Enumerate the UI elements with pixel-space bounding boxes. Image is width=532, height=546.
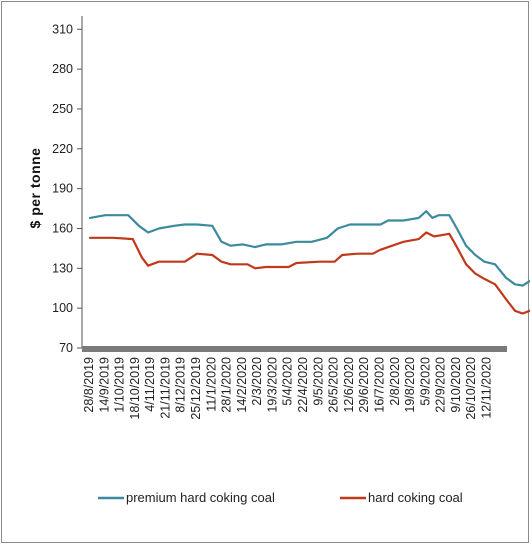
x-tick-label: 8/12/2019 [174, 357, 188, 413]
y-tick-label: 250 [52, 102, 73, 116]
x-tick-label: 19/3/2020 [265, 357, 279, 413]
x-tick-label: 25/12/2019 [189, 357, 203, 420]
y-axis-label: $ per tonne [27, 148, 43, 229]
x-tick-label: 2/8/2020 [388, 357, 402, 406]
x-tick-label: 26/5/2020 [327, 357, 341, 413]
y-tick-label: 220 [52, 142, 73, 156]
x-tick-label: 19/8/2020 [403, 357, 417, 413]
legend-label-hard: hard coking coal [368, 490, 463, 505]
x-tick-label: 28/8/2019 [82, 357, 96, 413]
x-tick-label: 14/2/2020 [235, 357, 249, 413]
y-tick-label: 310 [52, 22, 73, 36]
x-tick-label: 22/9/2020 [434, 357, 448, 413]
y-tick-label: 190 [52, 182, 73, 196]
x-tick-label: 12/11/2020 [479, 357, 493, 419]
series-line-hard-coking-coal [88, 231, 530, 315]
x-tick-label: 5/9/2020 [418, 357, 432, 406]
y-tick-label: 280 [52, 62, 73, 76]
x-tick-label: 1/10/2019 [113, 357, 127, 413]
y-tick-label: 160 [52, 221, 73, 235]
x-tick-label: 14/9/2019 [97, 357, 111, 413]
x-tick-label: 11/1/2020 [204, 357, 218, 412]
y-axis: 70 100 130 160 190 220 250 280 310 [52, 16, 83, 355]
x-tick-label: 28/1/2020 [220, 357, 234, 413]
x-tick-label: 22/4/2020 [296, 357, 310, 413]
legend: premium hard coking coal hard coking coa… [98, 490, 463, 505]
series-line-premium-hard-coking-coal [88, 210, 530, 287]
x-tick-label: 12/6/2020 [342, 357, 356, 413]
x-tick-label: 21/11/2019 [158, 357, 172, 419]
x-tick-label: 18/10/2019 [128, 357, 142, 420]
series-layer [88, 210, 530, 315]
x-tick-label: 26/10/2020 [464, 357, 478, 420]
legend-label-premium: premium hard coking coal [126, 490, 275, 505]
x-tick-label: 29/6/2020 [357, 357, 371, 413]
x-tick-label: 2/3/2020 [250, 357, 264, 406]
x-axis-band [82, 346, 507, 352]
x-axis: 28/8/2019 14/9/2019 1/10/2019 18/10/2019 4/1… [82, 346, 507, 420]
y-tick-label: 100 [52, 301, 73, 315]
x-tick-label: 5/4/2020 [281, 357, 295, 406]
x-tick-label: 4/11/2019 [143, 357, 157, 412]
y-tick-label: 70 [59, 341, 73, 355]
y-tick-label: 130 [52, 261, 73, 275]
x-tick-label: 16/7/2020 [372, 357, 386, 413]
x-tick-label: 9/10/2020 [449, 357, 463, 413]
x-tick-label: 9/5/2020 [311, 357, 325, 406]
